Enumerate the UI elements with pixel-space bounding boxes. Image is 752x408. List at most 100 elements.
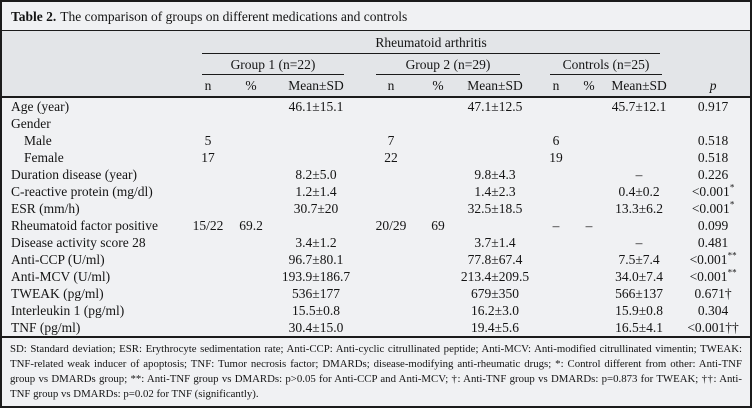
cell-g1-mean: 30.4±15.0 (288, 320, 344, 335)
cell-g2-mean: 16.2±3.0 (471, 303, 519, 318)
cell-g1-mean (272, 149, 360, 166)
cell-g1-mean: 3.4±1.2 (295, 235, 337, 250)
cell-p-value: <0.001* (691, 199, 735, 216)
cell-p-value: <0.001* (691, 182, 735, 199)
cell-g1-n (186, 319, 230, 336)
cell-g2-mean (454, 115, 536, 132)
cell-g1-pct (230, 166, 272, 183)
cell-c-mean: – (635, 235, 643, 250)
cell-g1-mean: 193.9±186.7 (281, 269, 351, 284)
row-label: Gender (11, 116, 51, 131)
col-g2-pct: % (422, 75, 454, 98)
table-body: Age (year) 46.1±15.1 47.1±12.5 45.7±12.1 0.9… (2, 97, 750, 336)
cell-g2-pct (422, 97, 454, 115)
cell-g1-pct (230, 251, 272, 268)
table-row: Gender (2, 115, 750, 132)
cell-g2-pct (422, 132, 454, 149)
cell-g2-mean (454, 217, 536, 234)
table-row: Male 5 7 6 0.518 (2, 132, 750, 149)
table-row: Anti-CCP (U/ml) 96.7±80.1 77.8±67.4 7.5±7.4… (2, 251, 750, 268)
cell-c-n (536, 97, 576, 115)
cell-g2-pct (422, 166, 454, 183)
cell-g2-pct (422, 183, 454, 200)
cell-g2-pct (422, 115, 454, 132)
col-c-pct: % (576, 75, 602, 98)
cell-g1-n: 15/22 (192, 218, 224, 233)
rheumatoid-arthritis-span: Rheumatoid arthritis (202, 35, 661, 54)
cell-c-mean: 34.0±7.4 (615, 269, 663, 284)
cell-g2-mean: 213.4±209.5 (460, 269, 530, 284)
header-controls: Controls (n=25) (536, 54, 677, 75)
controls-span: Controls (n=25) (550, 54, 663, 75)
cell-g2-n: 20/29 (375, 218, 407, 233)
cell-c-mean (602, 149, 676, 166)
header-rheumatoid-arthritis: Rheumatoid arthritis (186, 31, 677, 54)
cell-g2-mean: 77.8±67.4 (467, 252, 523, 267)
col-c-n: n (536, 75, 576, 98)
cell-g2-n (360, 234, 422, 251)
cell-g1-n (186, 115, 230, 132)
cell-g2-pct (422, 149, 454, 166)
cell-g2-mean: 3.7±1.4 (474, 235, 516, 250)
header-group-1: Group 1 (n=22) (186, 54, 360, 75)
caption-divider (2, 30, 750, 31)
cell-c-mean: 15.9±0.8 (615, 303, 663, 318)
cell-c-pct (576, 302, 602, 319)
cell-g2-pct (422, 319, 454, 336)
cell-g2-mean (454, 132, 536, 149)
cell-c-pct (576, 166, 602, 183)
cell-g1-n: 17 (201, 150, 215, 165)
row-label: ESR (mm/h) (11, 201, 80, 216)
cell-g2-pct (422, 268, 454, 285)
cell-g2-mean (454, 149, 536, 166)
table-caption-text: The comparison of groups on different me… (60, 9, 408, 24)
group-p-spacer (676, 54, 750, 75)
table-row: Anti-MCV (U/ml) 193.9±186.7 213.4±209.5 34.… (2, 268, 750, 285)
cell-g2-n (360, 285, 422, 302)
cell-g2-n (360, 115, 422, 132)
cell-c-n (536, 183, 576, 200)
cell-g2-mean: 32.5±18.5 (467, 201, 523, 216)
p-significance-marker: ** (727, 250, 737, 261)
cell-c-mean: 13.3±6.2 (615, 201, 663, 216)
cell-g1-pct (230, 200, 272, 217)
header-row-subcolumns: n % Mean±SD n % Mean±SD n % Mean±SD p (2, 75, 750, 98)
cell-g2-mean: 47.1±12.5 (467, 99, 523, 114)
cell-g2-pct (422, 285, 454, 302)
cell-p-value: 0.481 (697, 235, 729, 250)
cell-c-n (536, 115, 576, 132)
cell-g1-n (186, 97, 230, 115)
cell-g1-mean (272, 217, 360, 234)
table-row: C-reactive protein (mg/dl) 1.2±1.4 1.4±2.3… (2, 183, 750, 200)
header-row-groups: Group 1 (n=22) Group 2 (n=29) Controls (… (2, 54, 750, 75)
p-significance-marker: * (729, 199, 735, 210)
table-row: Female 17 22 19 0.518 (2, 149, 750, 166)
col-g1-n: n (186, 75, 230, 98)
cell-c-mean (602, 115, 676, 132)
cell-c-mean: – (635, 167, 643, 182)
cell-c-pct (576, 234, 602, 251)
cell-c-n (536, 200, 576, 217)
table-row: Age (year) 46.1±15.1 47.1±12.5 45.7±12.1 0.9… (2, 97, 750, 115)
cell-p-value: 0.304 (697, 303, 729, 318)
header-label-spacer (2, 31, 186, 54)
cell-c-n (536, 285, 576, 302)
p-column-label: p (709, 78, 717, 93)
table-row: Interleukin 1 (pg/ml) 15.5±0.8 16.2±3.0 15.… (2, 302, 750, 319)
cell-g2-pct: 69 (431, 218, 445, 233)
table-caption: Table 2. The comparison of groups on diff… (2, 2, 750, 30)
cell-g2-mean: 679±350 (471, 286, 519, 301)
table-row: Disease activity score 28 3.4±1.2 3.7±1.4 –… (2, 234, 750, 251)
cell-c-n: 19 (549, 150, 563, 165)
cell-p-value: 0.099 (697, 218, 729, 233)
col-g1-mean: Mean±SD (272, 75, 360, 98)
cell-g1-pct (230, 268, 272, 285)
cell-c-n (536, 268, 576, 285)
cell-g2-n (360, 319, 422, 336)
cell-c-mean: 7.5±7.4 (618, 252, 660, 267)
cell-g1-pct (230, 234, 272, 251)
row-label: TWEAK (pg/ml) (11, 286, 104, 301)
header-group-2: Group 2 (n=29) (360, 54, 536, 75)
cell-c-mean: 566±137 (615, 286, 663, 301)
cell-g2-n: 7 (387, 133, 395, 148)
